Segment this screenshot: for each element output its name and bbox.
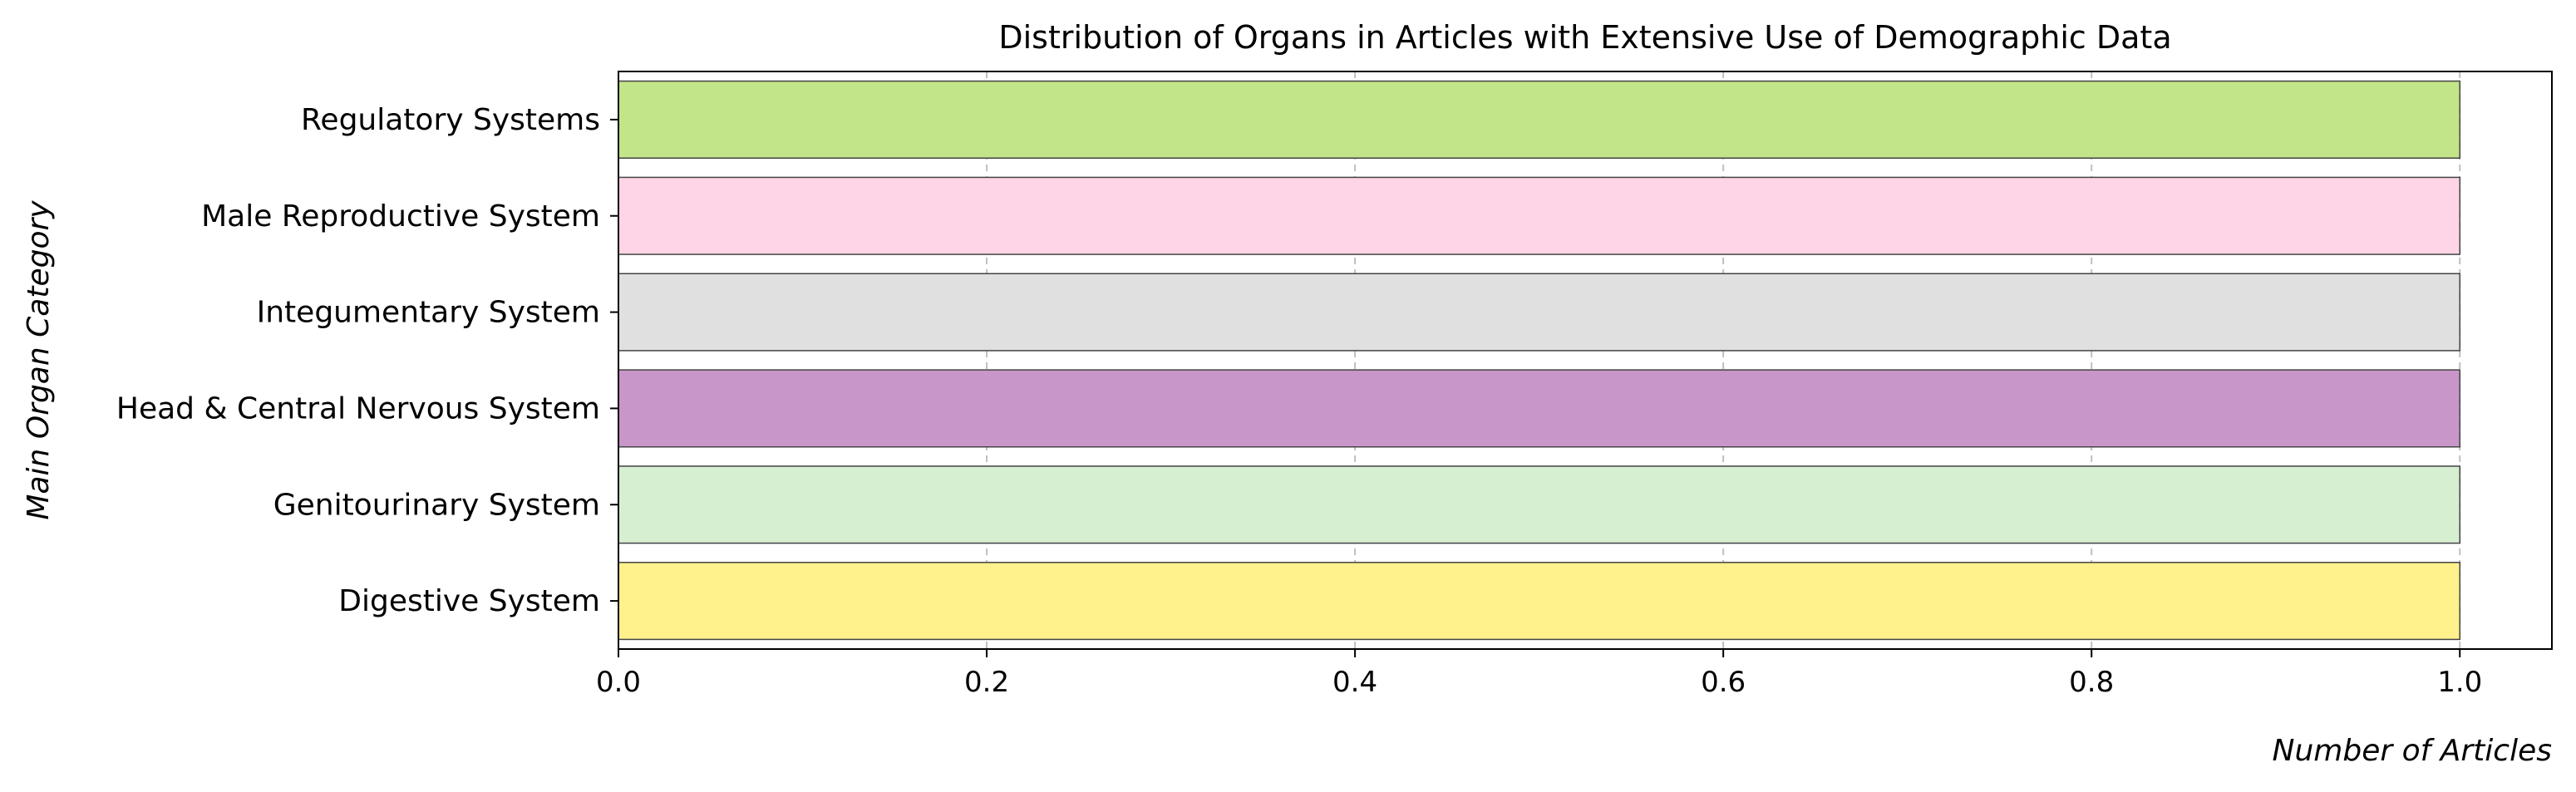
y-tick-label: Male Reproductive System xyxy=(201,199,600,234)
x-tick-label: 0.0 xyxy=(596,666,641,699)
bar-male-reproductive-system xyxy=(618,176,2460,255)
y-tick-label: Genitourinary System xyxy=(273,488,600,522)
bar-genitourinary-system xyxy=(618,465,2460,544)
bar-integumentary-system xyxy=(618,273,2460,352)
x-tick-label: 0.2 xyxy=(964,666,1009,699)
y-tick-label: Regulatory Systems xyxy=(301,103,600,137)
y-axis-label: Main Organ Category xyxy=(22,200,56,520)
x-tick-label: 0.6 xyxy=(1701,666,1746,699)
chart-title: Distribution of Organs in Articles with … xyxy=(998,19,2171,56)
x-axis-ticks: 0.0 0.2 0.4 0.6 0.8 1.0 xyxy=(596,649,2482,699)
bar-digestive-system xyxy=(618,562,2460,641)
y-tick-label: Integumentary System xyxy=(257,296,600,330)
y-axis-ticks: Regulatory Systems Male Reproductive Syst… xyxy=(116,103,618,618)
plot-frame xyxy=(618,71,2553,650)
x-tick-label: 1.0 xyxy=(2437,666,2482,699)
x-axis-label: Number of Articles xyxy=(2273,734,2552,768)
x-tick-label: 0.8 xyxy=(2069,666,2114,699)
y-tick-label: Digestive System xyxy=(338,584,600,618)
bars xyxy=(618,80,2460,641)
x-tick-label: 0.4 xyxy=(1332,666,1377,699)
bar-regulatory-systems xyxy=(618,80,2460,159)
bar-head-and-central-nervous-system xyxy=(618,369,2460,448)
y-tick-label: Head & Central Nervous System xyxy=(116,391,600,426)
